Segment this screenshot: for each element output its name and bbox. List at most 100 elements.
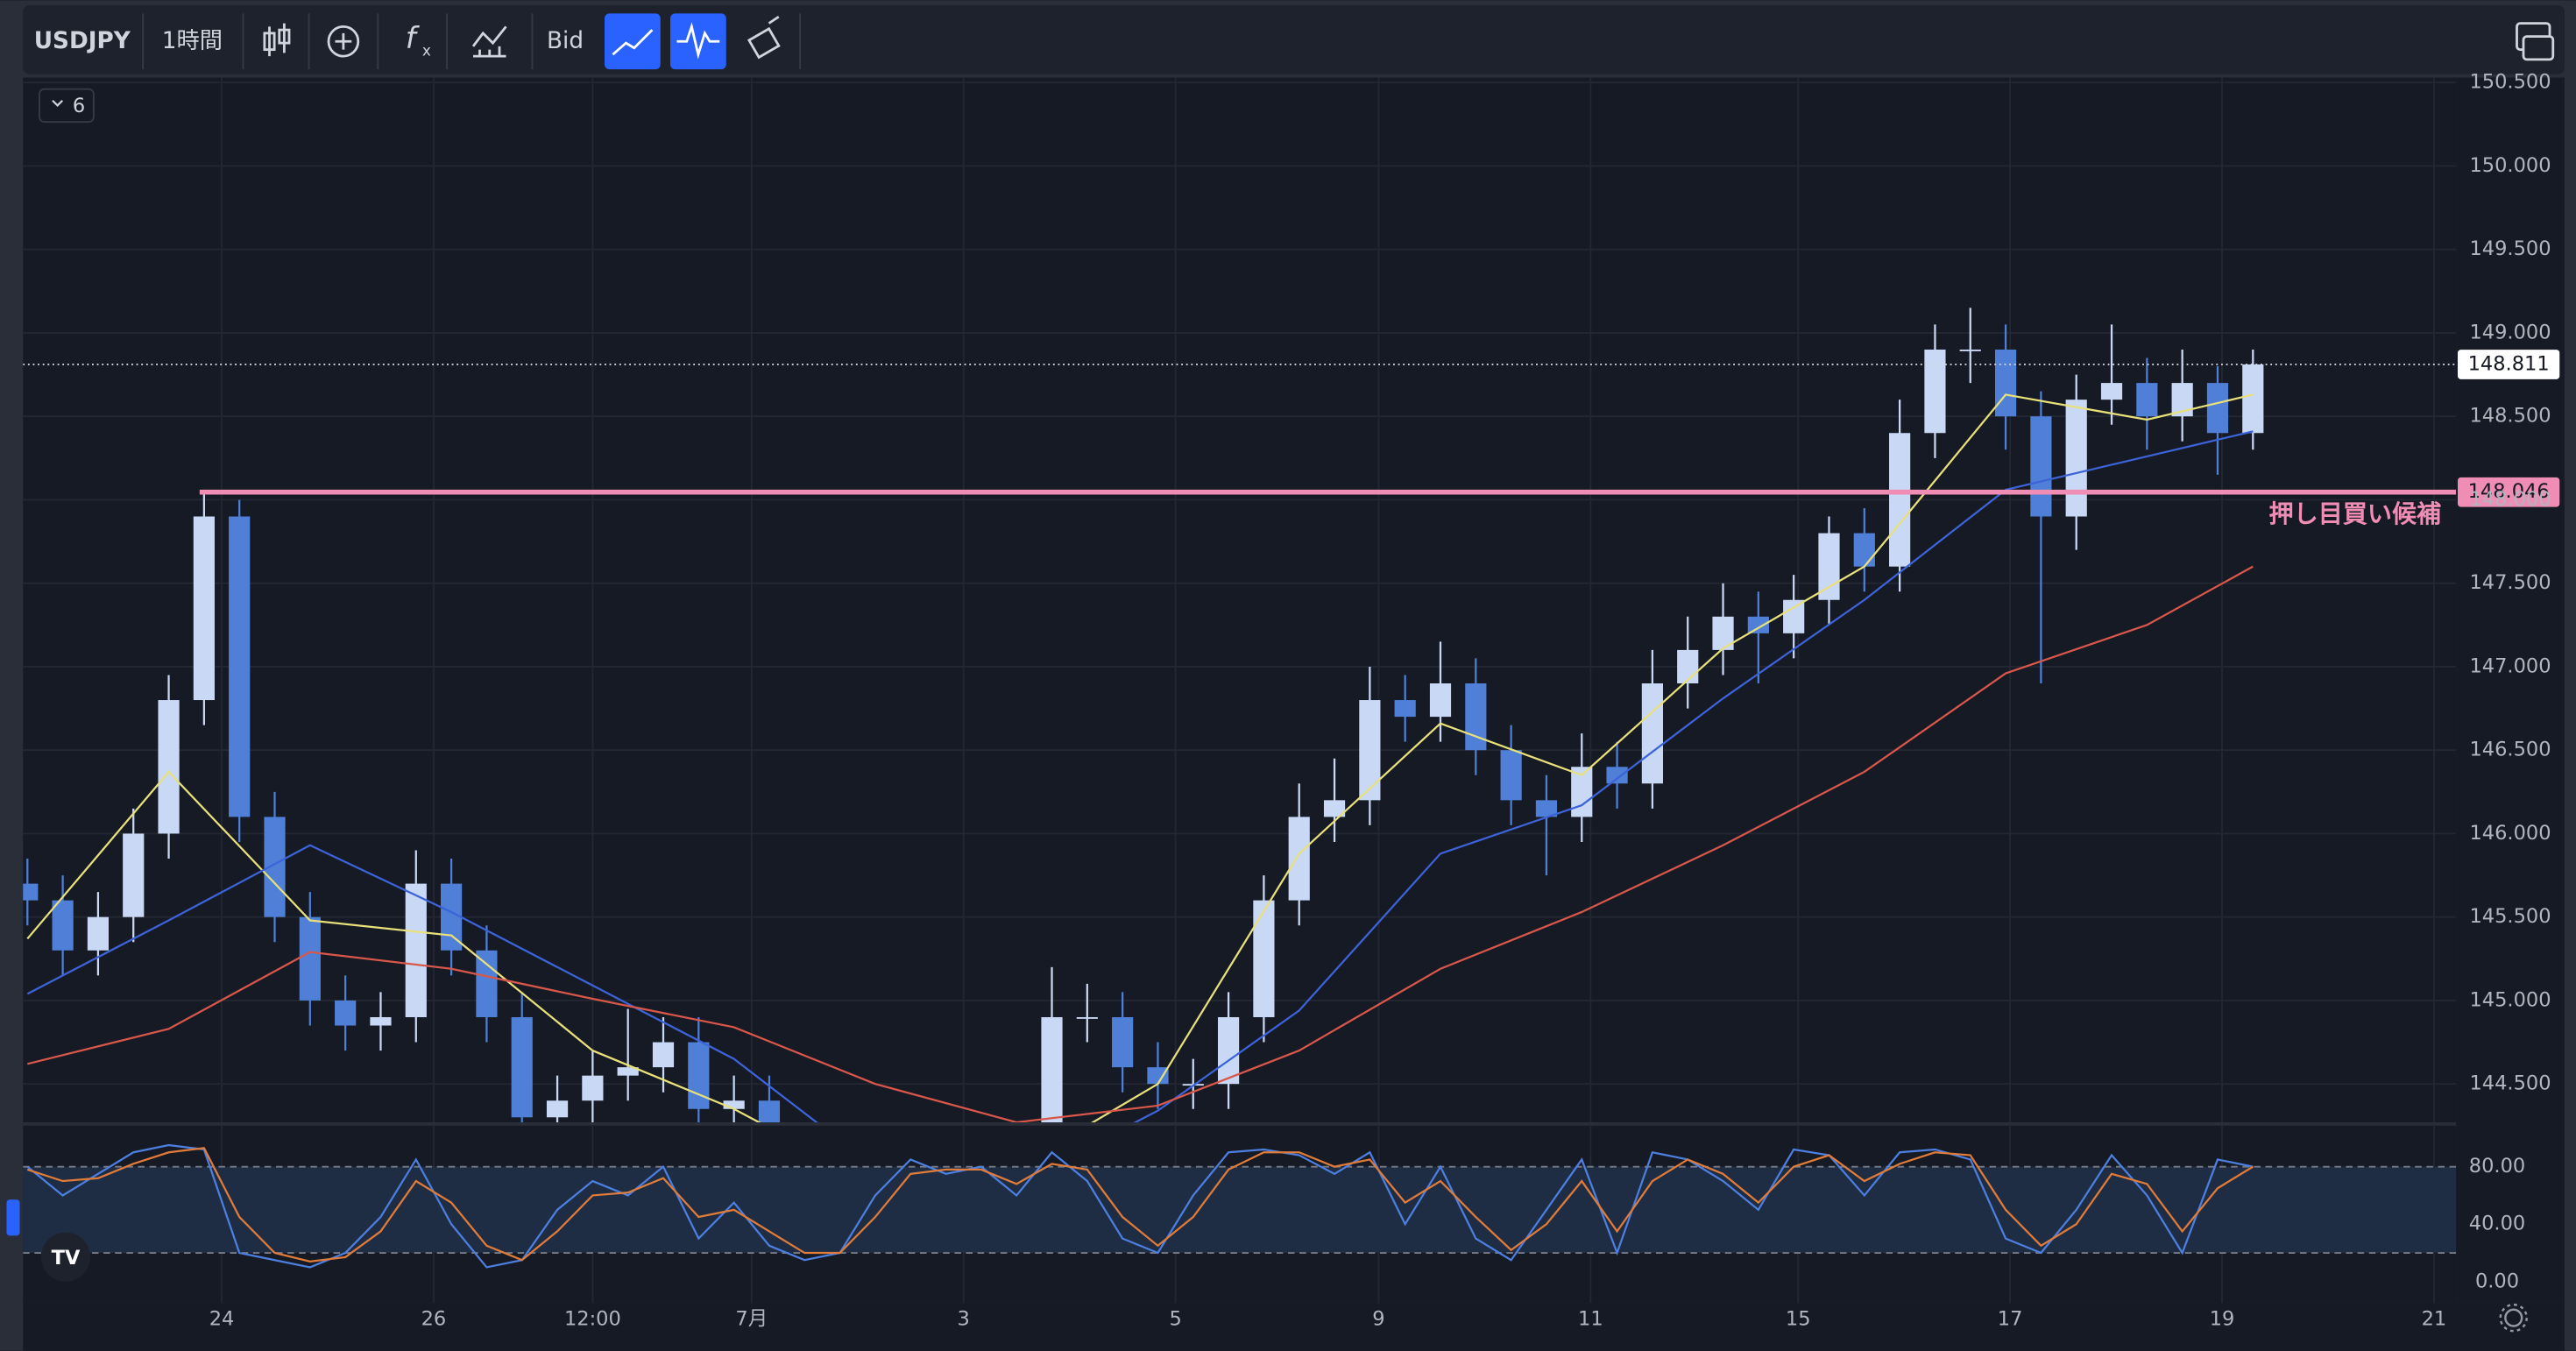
candle-body xyxy=(299,916,321,1001)
candle-body xyxy=(1217,1016,1240,1085)
x-tick-label: 26 xyxy=(421,1308,447,1331)
trend-icon xyxy=(612,29,654,56)
candle-body xyxy=(2030,416,2052,517)
candle-body xyxy=(723,1100,745,1109)
moving-average xyxy=(26,393,2254,1122)
oscillator-tick-label: 0.00 xyxy=(2475,1270,2519,1292)
y-tick-label: 146.500 xyxy=(2469,739,2551,761)
y-tick-label: 149.000 xyxy=(2469,321,2551,343)
templates-button[interactable] xyxy=(471,25,507,58)
candle-body xyxy=(688,1042,710,1109)
candle-body xyxy=(2136,383,2158,417)
candle-body xyxy=(87,916,110,951)
candle-body xyxy=(441,883,463,951)
candle-body xyxy=(1394,700,1416,718)
moving-average xyxy=(27,565,2254,1122)
oscillator-band xyxy=(23,1166,2457,1254)
price-axis xyxy=(2456,77,2565,1304)
symbol-button[interactable]: USDJPY xyxy=(34,28,131,54)
x-tick-label: 24 xyxy=(209,1308,235,1331)
oscillator-tick-label: 40.00 xyxy=(2469,1213,2525,1235)
candle-body xyxy=(158,700,180,834)
oscillator-line xyxy=(26,1143,2254,1269)
oscillator-tool-button[interactable] xyxy=(670,13,726,70)
y-tick-label: 148.500 xyxy=(2469,405,2551,428)
side-tab[interactable] xyxy=(6,1199,20,1236)
y-tick-label: 150.000 xyxy=(2469,154,2551,177)
candle-body xyxy=(1889,433,1911,567)
moving-average xyxy=(26,430,2254,1122)
y-tick-label: 147.500 xyxy=(2469,571,2551,594)
candle-body xyxy=(1288,817,1310,901)
y-tick-label: 147.000 xyxy=(2469,654,2551,677)
candle-body xyxy=(582,1075,604,1101)
y-tick-label: 145.500 xyxy=(2469,905,2551,928)
support-label: 148.046 xyxy=(2468,480,2550,503)
layout-button[interactable] xyxy=(2516,22,2555,61)
trend-tool-button[interactable] xyxy=(605,13,661,70)
candle-body xyxy=(1606,767,1628,784)
candle-body xyxy=(1994,350,2017,417)
candle-body xyxy=(229,516,251,817)
candle-body xyxy=(1747,616,1769,633)
svg-text:TV: TV xyxy=(52,1247,81,1270)
candle-body xyxy=(1500,750,1522,801)
candle-body xyxy=(1076,1016,1098,1019)
interval-button[interactable]: 1時間 xyxy=(162,28,223,54)
candle-body xyxy=(23,883,39,901)
current-price-label: 148.811 xyxy=(2468,352,2550,375)
candle-body xyxy=(2242,364,2264,434)
candle-body xyxy=(1429,683,1452,718)
candle-body xyxy=(370,1016,392,1026)
x-tick-label: 15 xyxy=(1786,1308,1811,1331)
candle-body xyxy=(546,1100,569,1118)
compare-button[interactable] xyxy=(327,25,360,58)
candle-body xyxy=(1924,350,1946,434)
x-tick-label: 19 xyxy=(2210,1308,2235,1331)
oscillator-tick-label: 80.00 xyxy=(2469,1155,2525,1178)
legend-toggle[interactable] xyxy=(39,88,95,124)
candle-body xyxy=(1783,599,1805,633)
y-tick-label: 150.500 xyxy=(2469,71,2551,94)
candle-body xyxy=(2065,400,2087,517)
candle-body xyxy=(652,1042,675,1068)
support-tag xyxy=(2458,477,2560,507)
svg-text:x: x xyxy=(422,42,431,60)
x-tick-label: 9 xyxy=(1372,1308,1384,1331)
x-tick-label: 7月 xyxy=(735,1308,768,1331)
main-plot xyxy=(23,77,2457,1122)
price-source-button[interactable]: Bid xyxy=(547,28,584,54)
tv-logo: TV xyxy=(40,1232,91,1282)
y-tick-label: 146.000 xyxy=(2469,822,2551,845)
candle-body xyxy=(1253,900,1275,1017)
toolbar xyxy=(23,5,2565,74)
candle-body xyxy=(1112,1016,1134,1068)
candle-body xyxy=(193,516,215,701)
oscillator-line xyxy=(26,1147,2254,1263)
candle-body xyxy=(1359,700,1381,801)
candle-body xyxy=(2100,383,2123,400)
candle-body xyxy=(1535,800,1558,817)
x-tick-label: 12:00 xyxy=(564,1308,621,1331)
candle-body xyxy=(1147,1067,1169,1085)
oscillator-icon xyxy=(676,22,720,60)
y-tick-label: 149.500 xyxy=(2469,237,2551,260)
candle-body xyxy=(1323,800,1346,817)
candle-body xyxy=(1641,683,1663,784)
candle-body xyxy=(1677,649,1699,683)
x-tick-label: 11 xyxy=(1578,1308,1603,1331)
candle-body xyxy=(405,883,427,1017)
x-tick-label: 5 xyxy=(1169,1308,1181,1331)
current-price-tag xyxy=(2458,350,2560,379)
settings-button[interactable] xyxy=(2499,1303,2528,1333)
legend-count: 6 xyxy=(73,95,85,117)
x-tick-label: 17 xyxy=(1998,1308,2023,1331)
chart-type-button[interactable] xyxy=(263,23,291,57)
time-axis xyxy=(23,1303,2565,1351)
candle-body xyxy=(1818,533,1840,600)
y-tick-label: 145.000 xyxy=(2469,988,2551,1011)
brush-button[interactable] xyxy=(747,15,781,60)
y-tick-label: 144.500 xyxy=(2469,1072,2551,1095)
